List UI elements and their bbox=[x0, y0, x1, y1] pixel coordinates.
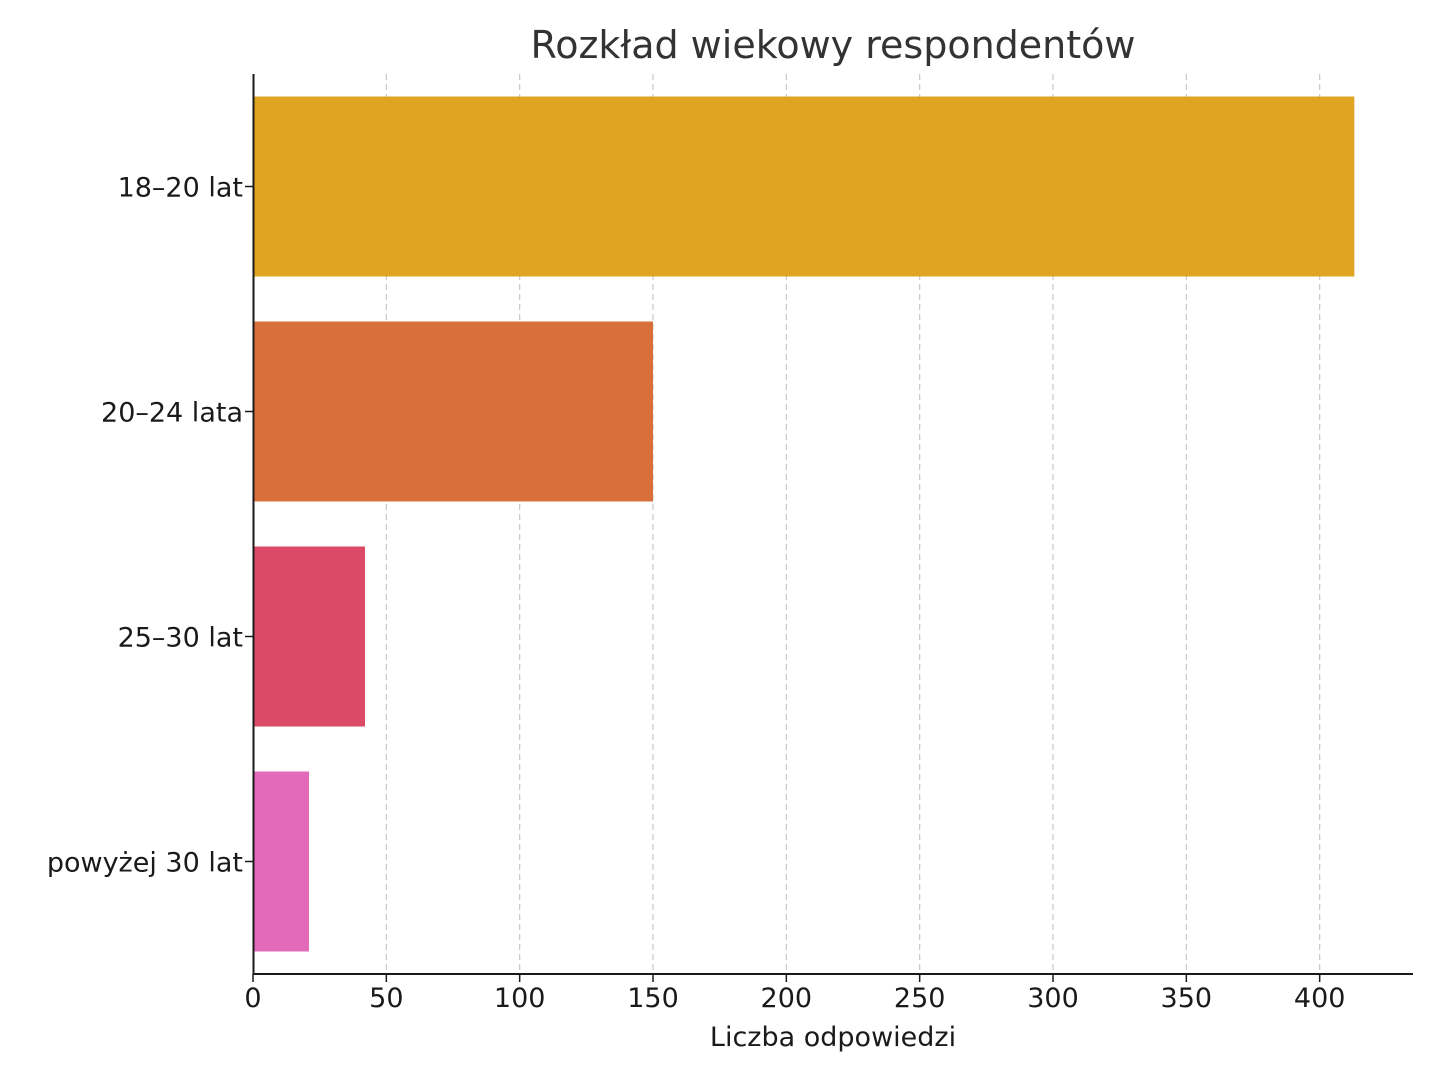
x-tick-label: 250 bbox=[894, 983, 946, 1014]
x-tick-label: 300 bbox=[1027, 983, 1079, 1014]
y-tick-label: 20–24 lata bbox=[101, 398, 243, 429]
y-ticks: 18–20 lat 20–24 lata 25–30 lat powyżej 30 l… bbox=[47, 173, 253, 879]
bar bbox=[253, 96, 1355, 277]
y-tick-label: 25–30 lat bbox=[118, 623, 243, 654]
bar bbox=[253, 321, 653, 502]
axes bbox=[252, 74, 1413, 975]
bars bbox=[253, 96, 1355, 952]
y-tick-label: 18–20 lat bbox=[118, 173, 243, 204]
x-tick-label: 50 bbox=[369, 983, 403, 1014]
x-tick-label: 100 bbox=[494, 983, 546, 1014]
x-tick-label: 200 bbox=[761, 983, 813, 1014]
x-tick-label: 400 bbox=[1294, 983, 1346, 1014]
chart-title: Rozkład wiekowy respondentów bbox=[531, 23, 1136, 67]
bar bbox=[253, 771, 309, 952]
x-ticks: 0 50 100 150 200 250 300 350 400 bbox=[244, 974, 1345, 1014]
x-tick-label: 0 bbox=[244, 983, 261, 1014]
y-tick-label: powyżej 30 lat bbox=[47, 848, 243, 879]
bar bbox=[253, 546, 365, 727]
x-axis-label: Liczba odpowiedzi bbox=[710, 1022, 956, 1053]
x-tick-label: 350 bbox=[1161, 983, 1213, 1014]
x-tick-label: 150 bbox=[627, 983, 679, 1014]
